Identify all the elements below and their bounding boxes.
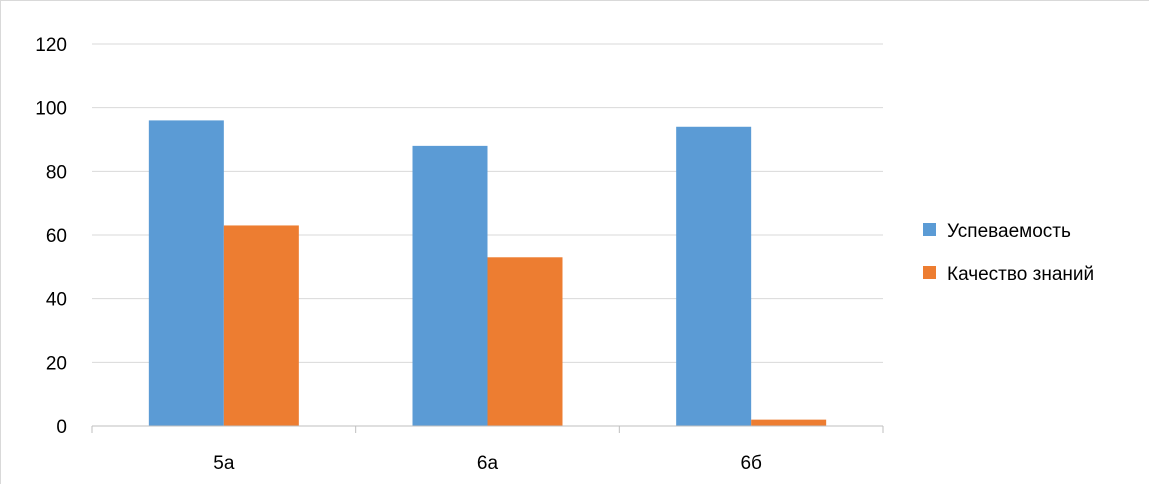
x-tick-label: 5а: [213, 453, 235, 474]
y-tick-label: 20: [46, 353, 67, 374]
bar-kachestvo-0: [223, 225, 299, 426]
x-tick-label: 6б: [740, 453, 762, 474]
bars: [148, 120, 827, 427]
legend-label: Успеваемость: [947, 221, 1071, 242]
legend-swatch: [923, 223, 936, 236]
bar-uspevaemost-0: [148, 120, 224, 427]
y-tick-label: 120: [35, 35, 67, 56]
y-tick-label: 100: [35, 99, 67, 120]
legend-swatch: [923, 266, 936, 279]
y-tick-label: 0: [56, 417, 67, 438]
legend-label: Качество знаний: [947, 264, 1094, 285]
x-tick-label: 6а: [477, 453, 499, 474]
y-tick-label: 80: [46, 162, 67, 183]
axes: 0 20 40 60 80 100 120 5а 6а 6б: [35, 35, 884, 474]
y-tick-label: 60: [46, 226, 67, 247]
bar-kachestvo-1: [487, 257, 563, 426]
bar-kachestvo-2: [751, 419, 827, 426]
legend: Успеваемость Качество знаний: [923, 221, 1094, 285]
bar-uspevaemost-2: [676, 126, 752, 427]
y-tick-label: 40: [46, 290, 67, 311]
bar-uspevaemost-1: [412, 145, 488, 426]
